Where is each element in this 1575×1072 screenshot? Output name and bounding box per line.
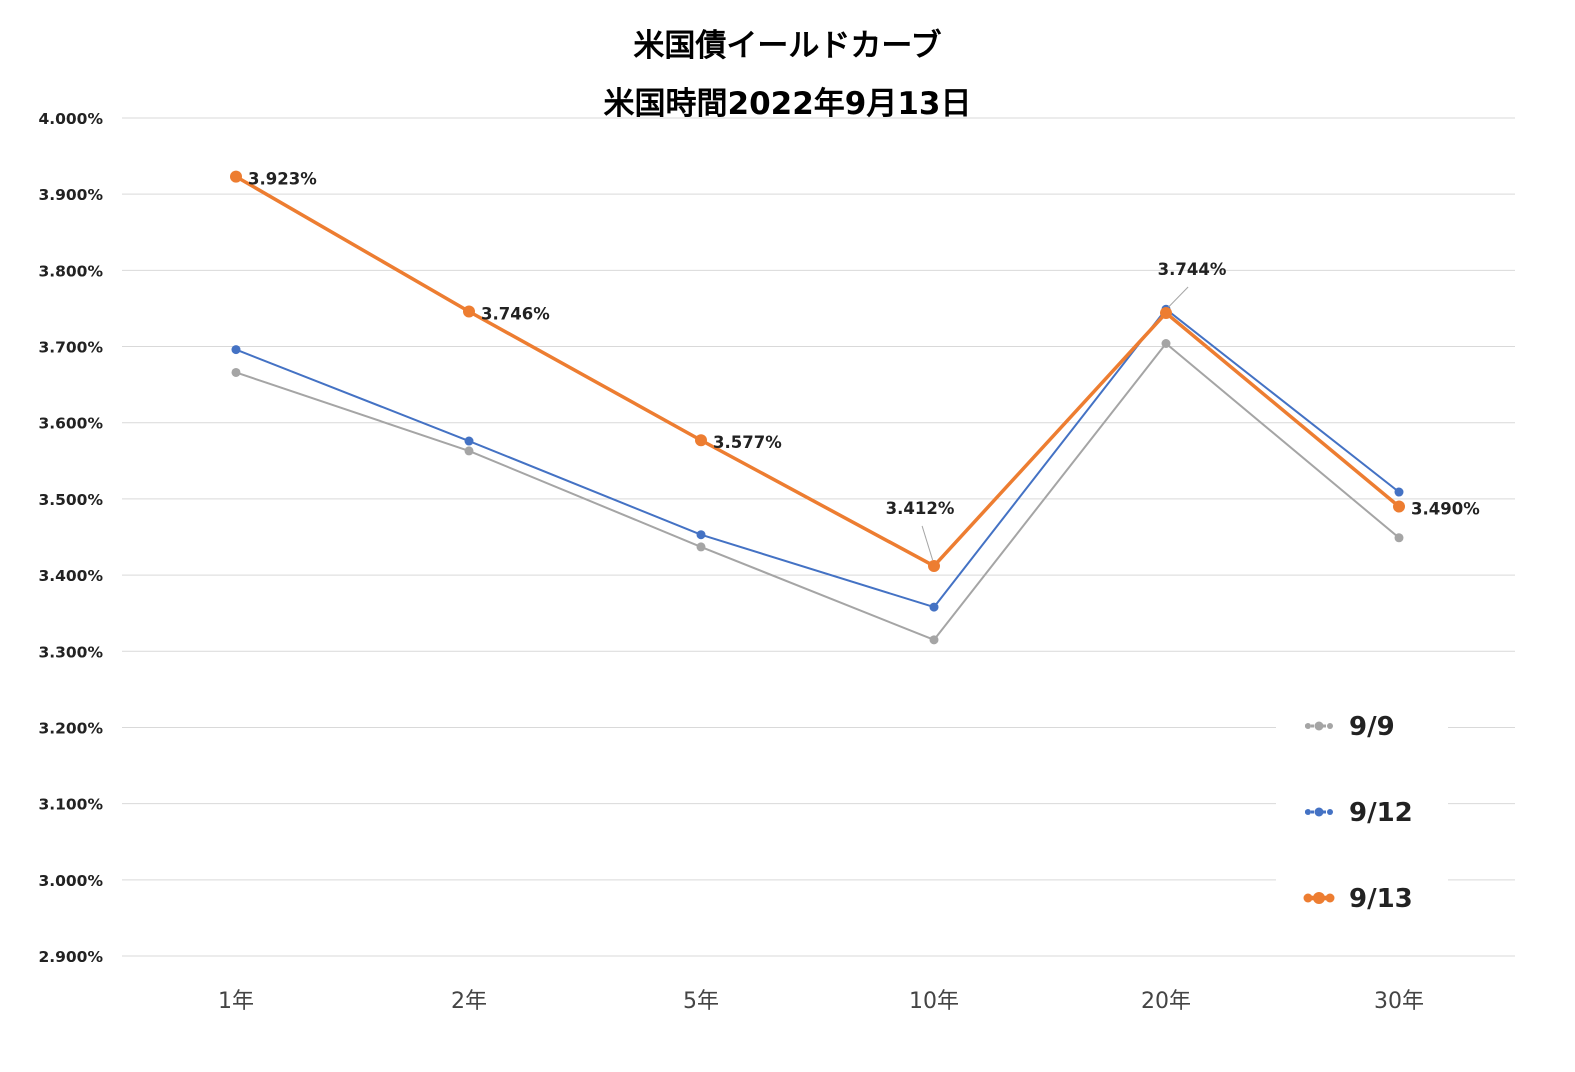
series-line-9/13 — [235, 175, 1401, 568]
legend-marker-icon — [1305, 723, 1311, 729]
data-label: 3.744% — [1158, 260, 1227, 279]
data-label: 3.923% — [248, 170, 317, 189]
data-point — [696, 542, 706, 552]
legend-marker-icon — [1305, 809, 1311, 815]
y-axis: 4.000% 3.900% 3.800% 3.700% 3.600% 3.500% 3.40… — [38, 110, 103, 966]
y-tick-label: 3.800% — [38, 262, 103, 280]
chart-subtitle: 米国時間2022年9月13日 — [603, 86, 972, 122]
data-point — [1394, 533, 1404, 543]
data-point — [231, 367, 241, 377]
label-leader-line — [921, 525, 934, 561]
legend-item-9/9: 9/9 — [1305, 712, 1395, 742]
data-point — [231, 345, 241, 355]
legend-item-9/12: 9/12 — [1305, 798, 1413, 828]
x-tick-label: 30年 — [1374, 989, 1424, 1014]
x-tick-label: 20年 — [1141, 989, 1191, 1014]
y-tick-label: 3.500% — [38, 491, 103, 509]
legend-marker-icon — [1327, 723, 1333, 729]
data-point — [928, 559, 940, 572]
y-tick-label: 3.000% — [38, 872, 103, 890]
legend-label: 9/12 — [1349, 798, 1413, 828]
data-point — [695, 434, 707, 447]
data-point — [1393, 500, 1405, 513]
data-labels: 3.923% 3.746% 3.577% 3.412% 3.744% 3.490% — [248, 170, 1480, 561]
data-label: 3.490% — [1411, 500, 1480, 519]
data-label: 3.746% — [481, 305, 550, 324]
y-tick-label: 3.900% — [38, 186, 103, 204]
legend-label: 9/9 — [1349, 712, 1395, 742]
y-tick-label: 3.400% — [38, 567, 103, 585]
legend-label: 9/13 — [1349, 884, 1413, 914]
series-line-9/12 — [235, 308, 1400, 609]
x-axis: 1年 2年 5年 10年 20年 30年 — [218, 989, 1424, 1014]
data-point — [230, 170, 242, 183]
x-tick-label: 1年 — [218, 989, 254, 1014]
data-point — [464, 446, 474, 456]
data-point — [463, 305, 475, 318]
x-tick-label: 5年 — [683, 989, 719, 1014]
y-tick-label: 3.300% — [38, 643, 103, 661]
legend: 9/9 9/12 9/13 — [1276, 690, 1448, 920]
legend-marker-icon — [1327, 809, 1333, 815]
legend-marker-icon — [1313, 892, 1325, 904]
data-point — [696, 530, 706, 540]
data-label: 3.577% — [713, 433, 782, 452]
chart-title: 米国債イールドカーブ — [633, 28, 942, 64]
legend-marker-icon — [1325, 893, 1335, 903]
y-tick-label: 2.900% — [38, 948, 103, 966]
x-tick-label: 2年 — [451, 989, 487, 1014]
series-line-9/9 — [235, 342, 1400, 641]
label-leader-line — [1168, 286, 1189, 308]
legend-item-9/13: 9/13 — [1303, 884, 1413, 914]
y-tick-label: 3.200% — [38, 719, 103, 737]
data-point — [929, 602, 939, 612]
series-layer — [230, 170, 1405, 645]
data-point — [1160, 307, 1172, 320]
x-tick-label: 10年 — [909, 989, 959, 1014]
legend-marker-icon — [1303, 893, 1313, 903]
legend-marker-icon — [1314, 721, 1324, 731]
legend-box — [1276, 690, 1448, 920]
data-point — [464, 436, 474, 446]
y-tick-label: 3.100% — [38, 796, 103, 814]
data-point — [1161, 338, 1171, 348]
gridlines — [122, 117, 1515, 957]
y-tick-label: 3.600% — [38, 415, 103, 433]
y-tick-label: 4.000% — [38, 110, 103, 128]
y-tick-label: 3.700% — [38, 339, 103, 357]
data-label: 3.412% — [886, 499, 955, 518]
legend-marker-icon — [1314, 807, 1324, 817]
data-point — [1394, 487, 1404, 497]
data-point — [929, 635, 939, 645]
